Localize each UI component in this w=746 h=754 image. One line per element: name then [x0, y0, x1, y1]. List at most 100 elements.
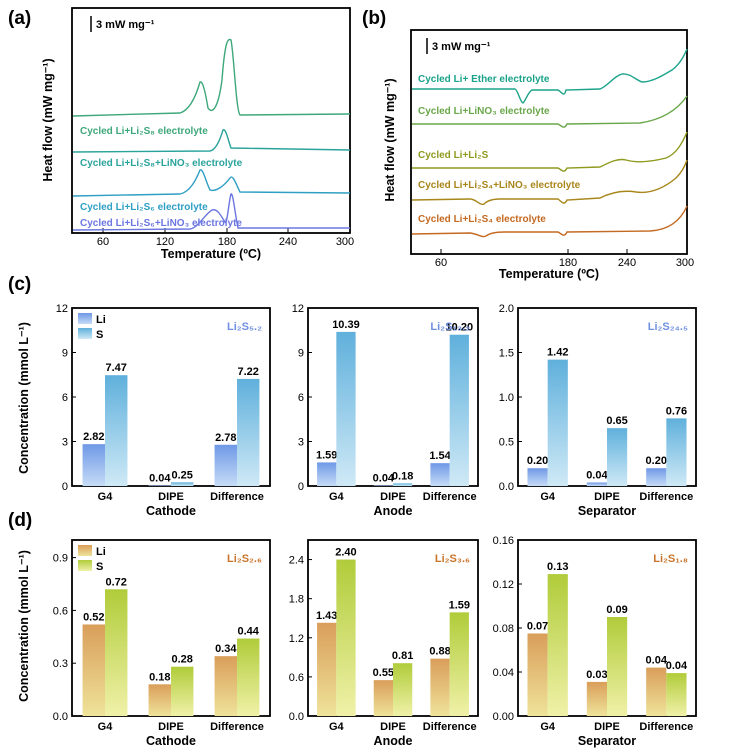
category-label: Difference [639, 491, 693, 503]
label-b-3: Cycled Li+Li₂S [418, 150, 489, 161]
ytick-label: 0 [62, 481, 68, 493]
axis-xlabel: Separator [578, 734, 636, 748]
label-a-4-visible: Cycled Li+Li₂S₆+LiNO₃ electrolyte [80, 218, 242, 229]
ytick-label: 0.6 [53, 605, 68, 617]
panel-b-frame [410, 29, 688, 255]
ytick-label: 0.3 [53, 658, 68, 670]
category-label: DIPE [158, 721, 184, 733]
label-a-2: Cycled Li+Li₂S₈+LiNO₃ electrolyte [80, 158, 243, 169]
label-b-2: Cycled Li+LiNO₃ electrolyte [418, 106, 550, 117]
bar-s [171, 482, 194, 486]
category-label: G4 [329, 491, 345, 503]
data-label: 0.28 [172, 654, 193, 666]
bar-chart-3: 0.0 0.5 1.0 1.5 2.0 G4 0.20 1.42 DIPE 0.04 0.65 Dif… [499, 303, 697, 518]
ytick-label: 2.0 [499, 303, 514, 315]
legend-swatch [78, 313, 92, 324]
panel-b-letter: (b) [362, 8, 386, 29]
axis-xlabel: Anode [374, 734, 413, 748]
category-label: G4 [98, 491, 114, 503]
curve-b-1 [412, 48, 688, 104]
category-label: DIPE [594, 491, 620, 503]
composition-annotation: Li₂S₃.₆ [435, 553, 470, 565]
curve-b-4 [411, 159, 688, 206]
ytick-label: 0.00 [493, 711, 514, 723]
bar-s [449, 612, 469, 716]
panel-b-xlabel: Temperature (ºC) [499, 267, 599, 281]
label-b-5: Cycled Li+Li₂S₄ electrolyte [418, 214, 546, 225]
ytick-label: 12 [292, 303, 304, 315]
category-label: Difference [423, 491, 477, 503]
ytick-label: 1.5 [499, 348, 514, 360]
ytick-label: 0.6 [289, 672, 304, 684]
bar-chart-4: 0.0 0.3 0.6 0.9 G4 0.52 0.72 DIPE 0.180.28 Differ… [53, 539, 271, 748]
panel-a-ylabel: Heat flow (mW mg⁻¹) [41, 58, 55, 181]
bar-li [148, 684, 171, 716]
bar-s [237, 378, 260, 486]
panel-d-letter: (d) [8, 510, 32, 531]
legend-label: Li [96, 546, 106, 558]
curve-b-2 [412, 95, 688, 128]
panel-c-ylabel: Concentration (mmol L⁻¹) [17, 322, 31, 474]
panel-a-xlabel: Temperature (ºC) [161, 247, 261, 261]
ytick-label: 0.5 [499, 437, 514, 449]
bar-s [607, 428, 628, 486]
ytick-label: 1.0 [499, 392, 514, 404]
ytick-label: 0.0 [289, 711, 304, 723]
data-label: 0.25 [172, 469, 193, 481]
panel-a-frame [71, 7, 351, 234]
category-label: DIPE [158, 491, 184, 503]
bar-s [547, 359, 568, 486]
data-label: 1.43 [316, 610, 337, 622]
curve-a-1 [72, 38, 351, 117]
bar-li [373, 485, 393, 486]
bar-chart-6: 0.00 0.04 0.08 0.12 0.16 G4 0.07 0.13 DIPE 0.03 0.… [493, 535, 697, 748]
data-label: 0.52 [83, 611, 104, 623]
curve-a-2 [72, 129, 351, 153]
legend-label: S [96, 329, 103, 341]
bar-li [586, 681, 607, 716]
bar-s [666, 673, 687, 716]
legend-swatch [78, 545, 92, 556]
panel-b-ylabel: Heat flow (mW mg⁻¹) [383, 78, 397, 201]
axis-xlabel: Cathode [146, 734, 196, 748]
bar-li [82, 444, 105, 486]
data-label: 0.18 [392, 470, 413, 482]
ytick-label: 1.8 [289, 594, 304, 606]
data-label: 0.76 [666, 405, 687, 417]
ytick-label: 6 [298, 392, 304, 404]
ytick-label: 0.9 [53, 553, 68, 565]
xtick-label: 240 [618, 257, 636, 269]
data-label: 0.72 [106, 576, 127, 588]
category-label: DIPE [380, 721, 406, 733]
data-label: 0.07 [527, 621, 548, 633]
bar-li [214, 444, 237, 486]
bar-s [237, 638, 260, 716]
panel-a-xticks: 60 120 180 240 300 [97, 228, 354, 248]
data-label: 7.22 [238, 366, 259, 378]
curve-a-4 [72, 193, 350, 231]
bar-li [646, 667, 667, 716]
bar-li [82, 624, 105, 716]
xtick-label: 60 [97, 236, 109, 248]
bar-s [105, 589, 128, 716]
category-label: Difference [210, 721, 264, 733]
xtick-label: 120 [156, 236, 174, 248]
bar-li [527, 633, 548, 716]
label-b-1: Cycled Li+ Ether electrolyte [418, 74, 550, 85]
panel-b-scale: 3 mW mg⁻¹ [432, 41, 491, 53]
xtick-label: 300 [676, 257, 694, 269]
category-label: G4 [540, 721, 556, 733]
ytick-label: 0.0 [499, 481, 514, 493]
bar-li [527, 468, 548, 486]
ytick-label: 3 [62, 437, 68, 449]
composition-annotation: Li₂S₁.₈ [653, 553, 688, 565]
data-label: 0.04 [373, 472, 395, 484]
data-label: 0.04 [666, 660, 688, 672]
composition-annotation: Li₂S₂.₆ [227, 553, 262, 565]
category-label: Difference [639, 721, 693, 733]
bar-chart-5: 0.0 0.6 1.2 1.8 2.4 G4 1.43 2.40 DIPE 0.55 0.81 Dif… [289, 539, 479, 748]
label-a-3: Cycled Li+Li₂S₆ electrolyte [80, 202, 208, 213]
data-label: 2.78 [215, 432, 236, 444]
curve-b-3 [412, 131, 688, 172]
ytick-label: 1.2 [289, 633, 304, 645]
